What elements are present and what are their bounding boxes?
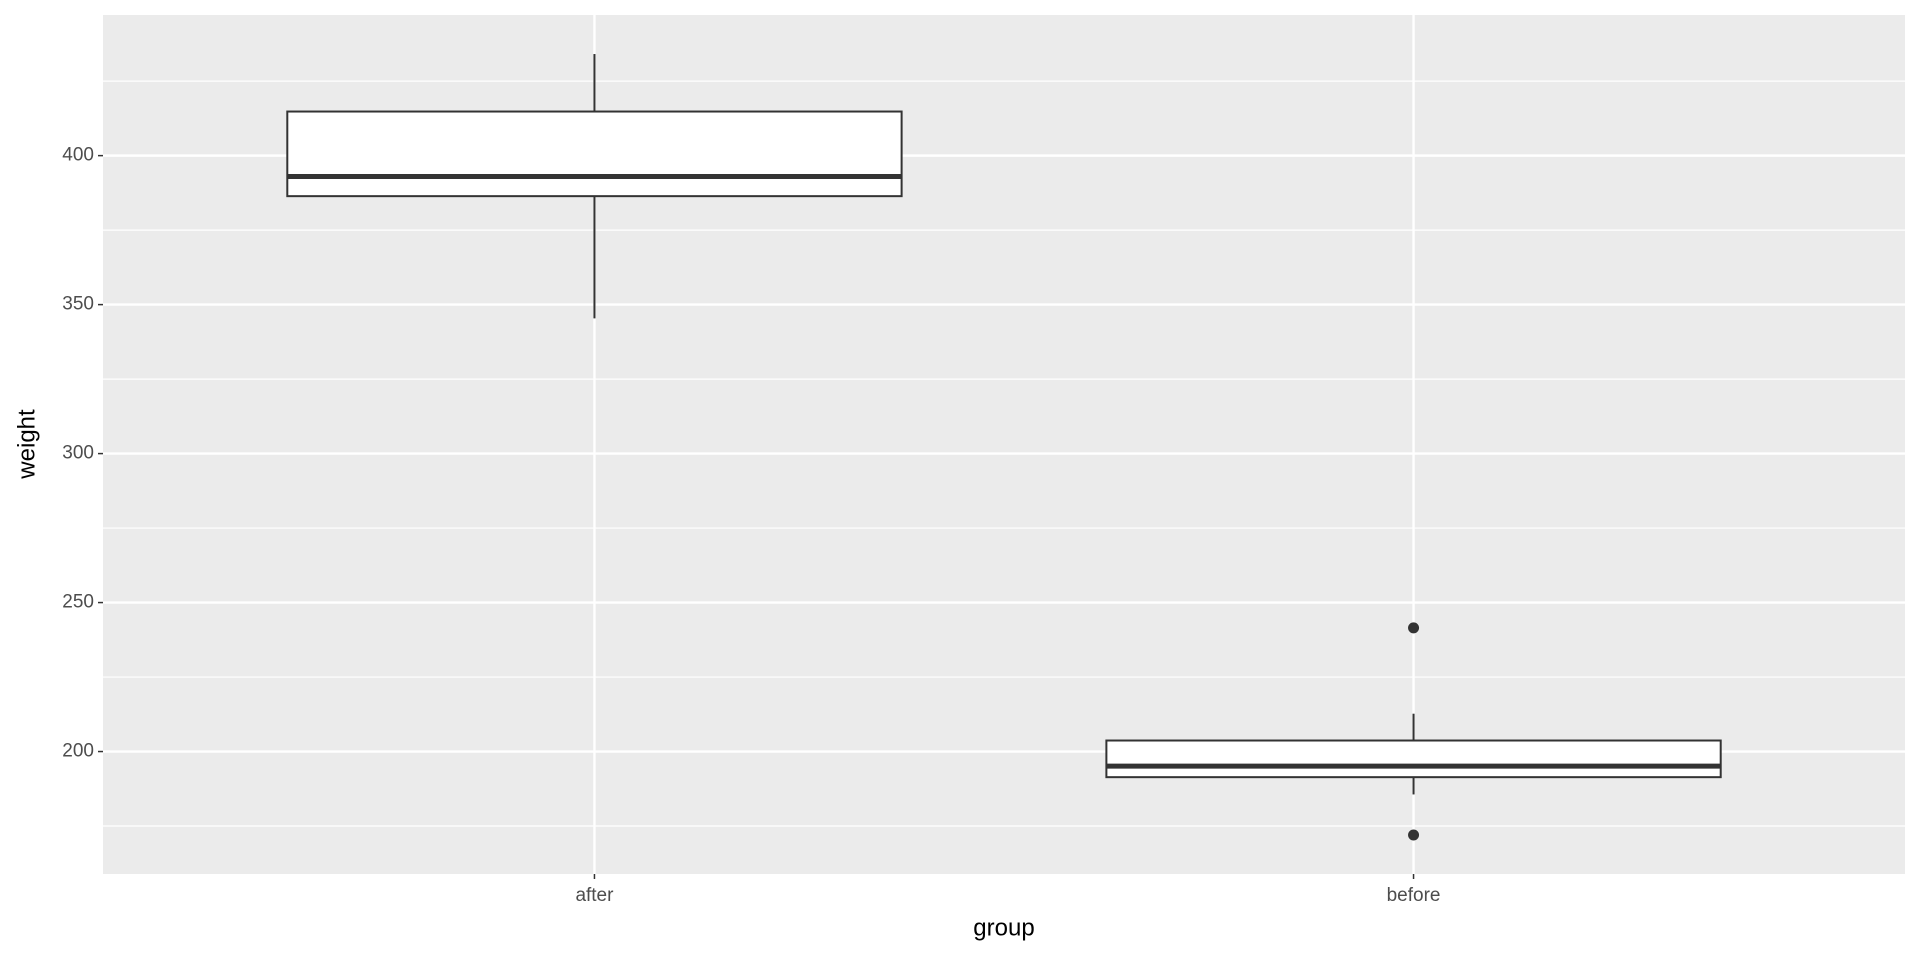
x-tick-label: after bbox=[575, 885, 614, 906]
y-tick-label: 350 bbox=[62, 294, 94, 315]
y-tick-label: 200 bbox=[62, 741, 94, 762]
x-tick-label: before bbox=[1387, 885, 1441, 906]
outlier bbox=[1408, 622, 1420, 634]
box bbox=[1105, 739, 1722, 779]
x-axis-title: group bbox=[973, 914, 1034, 941]
outlier bbox=[1408, 829, 1420, 841]
box bbox=[286, 110, 903, 198]
y-axis-title: weight bbox=[13, 409, 40, 480]
y-tick-label: 300 bbox=[62, 443, 94, 464]
y-tick-label: 250 bbox=[62, 592, 94, 613]
y-tick-label: 400 bbox=[62, 145, 94, 166]
